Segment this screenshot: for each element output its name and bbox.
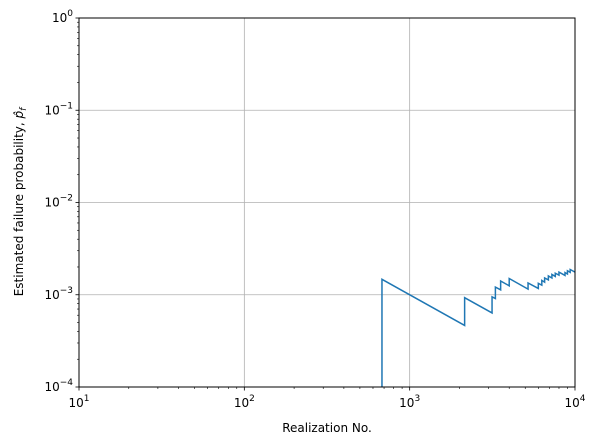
x-tick-label: 104 bbox=[564, 394, 585, 410]
x-tick-label-exponent: 2 bbox=[249, 394, 255, 404]
y-tick-label-exponent: 0 bbox=[67, 9, 73, 19]
y-tick-label: 10−1 bbox=[44, 101, 73, 117]
y-tick-label-exponent: −2 bbox=[60, 194, 73, 204]
x-tick-label: 103 bbox=[399, 394, 420, 410]
y-tick-label-exponent: −1 bbox=[60, 101, 73, 111]
y-tick-label: 10−3 bbox=[44, 286, 73, 302]
y-tick-label-base: 10 bbox=[52, 11, 67, 25]
y-axis-label-text: Estimated failure probability, bbox=[12, 118, 26, 296]
x-tick-label-base: 10 bbox=[68, 396, 83, 410]
y-tick-label: 10−4 bbox=[44, 378, 73, 394]
x-tick-label-base: 10 bbox=[564, 396, 579, 410]
x-tick-label-exponent: 1 bbox=[84, 394, 90, 404]
y-tick-label-base: 10 bbox=[44, 103, 59, 117]
x-tick-label-exponent: 4 bbox=[580, 394, 586, 404]
y-axis-label: Estimated failure probability, p̂f bbox=[12, 106, 29, 296]
x-tick-label-exponent: 3 bbox=[414, 394, 420, 404]
y-tick-label-base: 10 bbox=[44, 380, 59, 394]
x-tick-label: 101 bbox=[68, 394, 89, 410]
tick-marks bbox=[75, 17, 576, 391]
series-layer bbox=[381, 268, 576, 387]
x-tick-label: 102 bbox=[234, 394, 255, 410]
y-tick-label-base: 10 bbox=[44, 196, 59, 210]
y-tick-label: 10−2 bbox=[44, 194, 73, 210]
y-axis-label-subscript: f bbox=[19, 106, 29, 111]
y-tick-label-base: 10 bbox=[44, 288, 59, 302]
x-tick-label-base: 10 bbox=[234, 396, 249, 410]
series-line bbox=[381, 268, 576, 387]
x-tick-label-base: 10 bbox=[399, 396, 414, 410]
y-axis-label-symbol: p̂ bbox=[12, 110, 26, 119]
x-axis-label: Realization No. bbox=[282, 421, 372, 435]
y-tick-label: 100 bbox=[52, 9, 73, 25]
y-tick-label-exponent: −4 bbox=[60, 378, 74, 388]
y-tick-label-exponent: −3 bbox=[60, 286, 73, 296]
